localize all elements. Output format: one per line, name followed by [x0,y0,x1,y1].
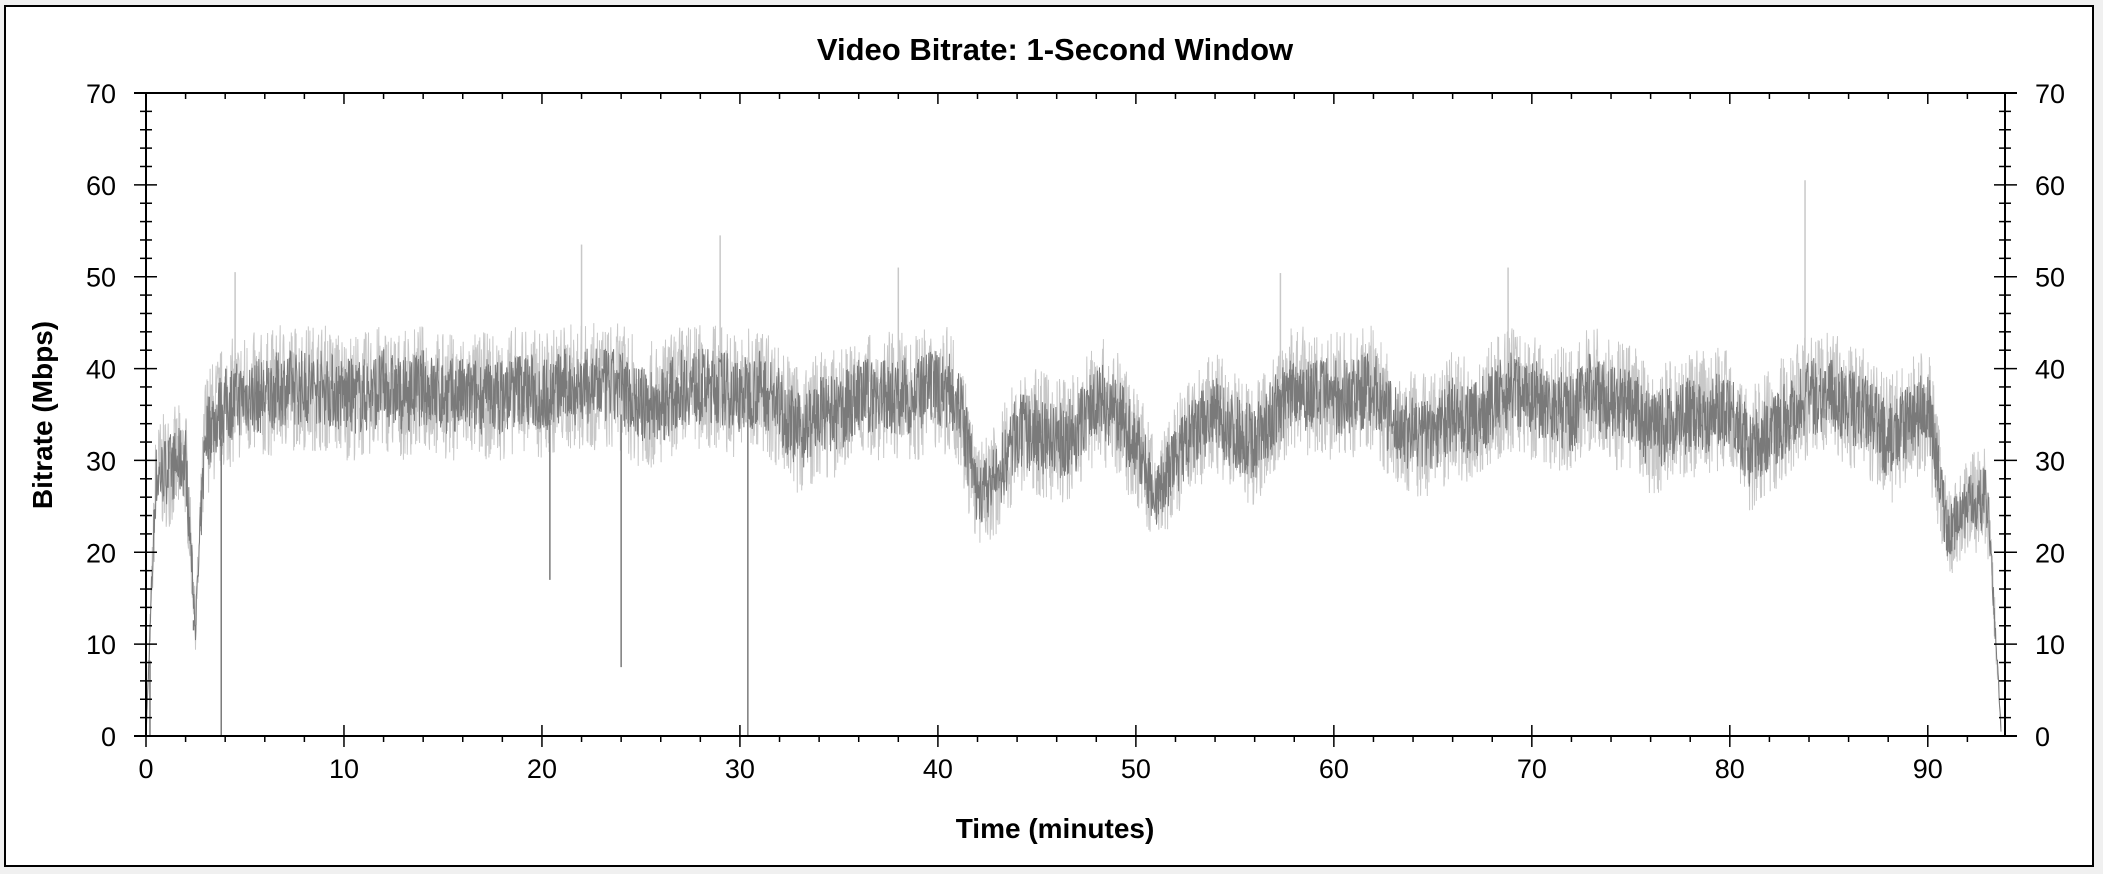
y-tick-label: 40 [86,355,116,385]
y-tick-label: 10 [86,630,116,660]
x-tick-label: 80 [1715,754,1745,784]
y-right-tick-label: 60 [2035,171,2065,201]
series-line [145,348,2002,732]
x-tick-label: 90 [1913,754,1943,784]
x-tick-label: 20 [527,754,557,784]
chart-title: Video Bitrate: 1-Second Window [817,32,1294,67]
x-tick-label: 60 [1319,754,1349,784]
y-tick-label: 70 [86,79,116,109]
x-tick-label: 70 [1517,754,1547,784]
y-tick-label: 50 [86,263,116,293]
y-right-tick-label: 0 [2035,722,2050,752]
x-tick-label: 30 [725,754,755,784]
y-axis-label: Bitrate (Mbps) [27,321,58,509]
y-right-tick-label: 40 [2035,355,2065,385]
y-tick-label: 20 [86,538,116,568]
y-right-tick-label: 70 [2035,79,2065,109]
y-right-tick-label: 50 [2035,263,2065,293]
y-tick-label: 30 [86,446,116,476]
y-right-tick-label: 30 [2035,446,2065,476]
y-right-tick-label: 10 [2035,630,2065,660]
x-axis-label: Time (minutes) [956,813,1155,844]
y-tick-label: 60 [86,171,116,201]
x-tick-label: 10 [329,754,359,784]
y-right-tick-label: 20 [2035,538,2065,568]
y-tick-label: 0 [101,722,116,752]
x-tick-label: 0 [138,754,153,784]
x-tick-label: 40 [923,754,953,784]
x-tick-label: 50 [1121,754,1151,784]
